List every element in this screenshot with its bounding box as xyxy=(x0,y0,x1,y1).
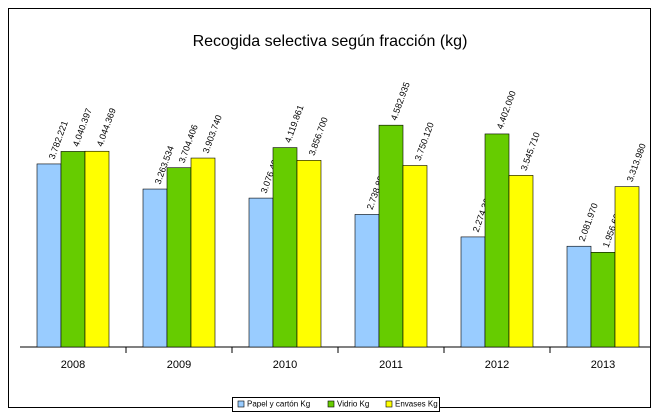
x-tick-label: 2013 xyxy=(591,359,615,371)
legend-swatch xyxy=(237,400,245,408)
bar xyxy=(378,124,404,348)
bar xyxy=(60,151,86,348)
bar xyxy=(508,175,534,348)
legend-label: Papel y cartón Kg xyxy=(247,400,310,409)
legend-swatch xyxy=(327,400,335,408)
bar xyxy=(354,214,380,348)
x-tick-label: 2012 xyxy=(485,359,509,371)
bar xyxy=(190,157,216,348)
chart-frame xyxy=(8,8,651,408)
bar xyxy=(248,197,274,348)
legend-label: Vidrio Kg xyxy=(337,400,369,409)
chart-title: Recogida selectiva según fracción (kg) xyxy=(193,33,468,50)
bar xyxy=(614,186,640,348)
legend-swatch xyxy=(385,400,393,408)
bar xyxy=(460,236,486,348)
bar xyxy=(484,133,510,348)
x-tick-label: 2011 xyxy=(379,359,403,371)
bar xyxy=(36,163,62,348)
bar xyxy=(142,188,168,348)
x-tick-label: 2008 xyxy=(61,359,85,371)
x-tick-label: 2010 xyxy=(273,359,297,371)
bar xyxy=(272,147,298,348)
bar xyxy=(84,150,110,348)
x-tick-label: 2009 xyxy=(167,359,191,371)
bar xyxy=(402,165,428,348)
bar xyxy=(590,252,616,348)
bar xyxy=(166,167,192,348)
legend-label: Envases Kg xyxy=(395,400,438,409)
bar xyxy=(296,160,322,348)
bar xyxy=(566,245,592,348)
